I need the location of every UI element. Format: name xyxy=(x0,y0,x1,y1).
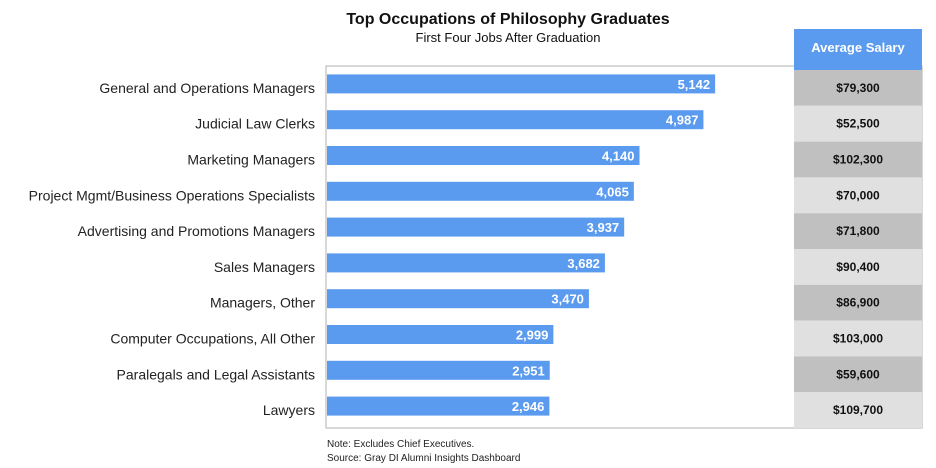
bars xyxy=(327,74,716,416)
category-label: Project Mgmt/Business Operations Special… xyxy=(29,187,315,203)
category-label: Lawyers xyxy=(263,402,315,418)
bar xyxy=(327,325,554,344)
bar xyxy=(327,360,550,380)
salary-cell-bg xyxy=(794,356,922,393)
category-label: Computer Occupations, All Other xyxy=(110,331,315,347)
category-label: Marketing Managers xyxy=(187,152,315,168)
bar-value-label: 4,065 xyxy=(596,184,629,199)
salary-cell-bg xyxy=(794,320,922,357)
bar-value-label: 4,987 xyxy=(666,113,699,128)
category-labels: General and Operations Managers Judicial … xyxy=(29,80,316,418)
salary-cell-bg xyxy=(794,213,922,249)
bar xyxy=(327,396,550,416)
category-label: Advertising and Promotions Managers xyxy=(78,223,315,239)
salary-cell-bg xyxy=(794,70,922,106)
source-text: Source: Gray DI Alumni Insights Dashboar… xyxy=(327,453,520,464)
bar-value-label: 2,999 xyxy=(516,328,549,343)
salary-cell-bg xyxy=(794,392,922,428)
note-text: Note: Excludes Chief Executives. xyxy=(327,439,474,450)
bar-value-label: 4,140 xyxy=(602,149,635,164)
category-label: Managers, Other xyxy=(210,295,315,311)
salary-cell-bg xyxy=(794,105,922,142)
salary-cell-bg xyxy=(794,141,922,178)
bar-value-label: 2,951 xyxy=(512,363,545,378)
salary-value: $79,300 xyxy=(836,81,880,95)
chart-subtitle: First Four Jobs After Graduation xyxy=(416,30,601,45)
salary-cell-bg xyxy=(794,177,922,214)
category-label: Paralegals and Legal Assistants xyxy=(117,366,315,382)
bar-value-label: 5,142 xyxy=(678,77,711,92)
bar xyxy=(327,74,716,94)
salary-cell-bg xyxy=(794,284,922,321)
salary-table: Average Salary $79,300 $52,500 $102,300 $70,… xyxy=(794,29,922,428)
bar-value-label: 2,946 xyxy=(512,399,545,414)
salary-header-bg xyxy=(794,29,922,70)
category-label: Sales Managers xyxy=(214,259,315,275)
value-labels: 5,142 4,987 4,140 4,065 3,937 3,682 3,470 2,999… xyxy=(512,77,710,414)
salary-value: $86,900 xyxy=(836,296,880,310)
bar-value-label: 3,682 xyxy=(567,256,600,271)
bar-value-label: 3,937 xyxy=(587,220,620,235)
salary-value: $109,700 xyxy=(833,403,883,417)
salary-value: $52,500 xyxy=(836,117,880,131)
chart-title: Top Occupations of Philosophy Graduates xyxy=(346,11,669,28)
bar xyxy=(327,146,640,165)
salary-value: $90,400 xyxy=(836,260,880,274)
bar-value-label: 3,470 xyxy=(551,292,584,307)
bar xyxy=(327,181,634,201)
salary-cell-bg xyxy=(794,249,922,285)
salary-header: Average Salary xyxy=(811,40,905,55)
category-label: General and Operations Managers xyxy=(99,80,315,96)
salary-value: $103,000 xyxy=(833,332,883,346)
salary-value: $102,300 xyxy=(833,153,883,167)
salary-value: $71,800 xyxy=(836,224,880,238)
category-label: Judicial Law Clerks xyxy=(195,116,315,132)
bar xyxy=(327,217,625,237)
bar xyxy=(327,110,704,130)
salary-value: $59,600 xyxy=(836,367,880,381)
bar xyxy=(327,253,605,273)
salary-value: $70,000 xyxy=(836,188,880,202)
bar xyxy=(327,289,589,309)
